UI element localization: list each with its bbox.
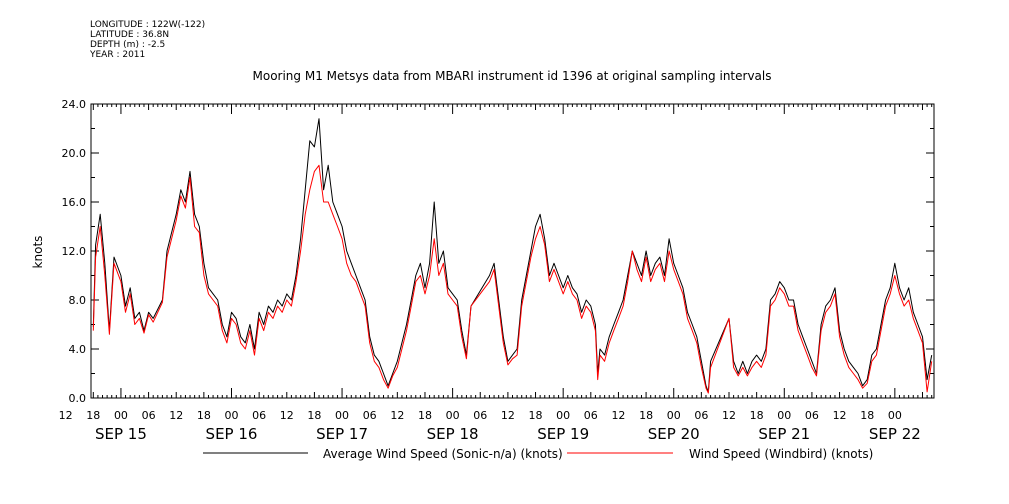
- y-tick-label: 12.0: [62, 245, 87, 258]
- x-hour-label: 12: [390, 409, 404, 422]
- x-hour-label: 06: [694, 409, 708, 422]
- x-day-label: SEP 16: [206, 425, 258, 443]
- y-tick-label: 4.0: [69, 343, 87, 356]
- x-hour-label: 00: [777, 409, 791, 422]
- x-hour-label: 12: [611, 409, 625, 422]
- x-hour-label: 12: [280, 409, 294, 422]
- x-hour-label: 18: [529, 409, 543, 422]
- depth-label: DEPTH (m) : -2.5: [90, 40, 166, 50]
- chart-title: Mooring M1 Metsys data from MBARI instru…: [253, 69, 772, 83]
- x-hour-labels: 12 18 00 06 12 18 00 06 12 18 00 06 12 18 00 06 12 18 00 06…: [59, 409, 902, 422]
- x-day-label: SEP 20: [648, 425, 700, 443]
- plot-frame: [90, 103, 935, 399]
- longitude-label: LONGITUDE : 122W(-122): [90, 20, 206, 30]
- axis-ticks: [91, 103, 934, 399]
- x-hour-label: 00: [667, 409, 681, 422]
- x-hour-label: 18: [418, 409, 432, 422]
- y-axis-label: knots: [31, 236, 45, 269]
- legend-label-sonic: Average Wind Speed (Sonic-n/a) (knots): [323, 447, 563, 461]
- legend: Average Wind Speed (Sonic-n/a) (knots) W…: [203, 447, 873, 461]
- year-label: YEAR : 2011: [90, 50, 146, 60]
- x-hour-label: 06: [142, 409, 156, 422]
- x-hour-label: 06: [473, 409, 487, 422]
- x-day-label: SEP 17: [316, 425, 368, 443]
- x-day-label: SEP 19: [537, 425, 589, 443]
- x-hour-label: 06: [363, 409, 377, 422]
- latitude-label: LATITUDE : 36.8N: [90, 30, 170, 40]
- metadata-block: LONGITUDE : 122W(-122) LATITUDE : 36.8N …: [90, 20, 205, 60]
- series-lines: [92, 118, 933, 394]
- series-line-sonic: [92, 118, 933, 393]
- series-line-windbird: [92, 164, 933, 394]
- x-day-label: SEP 22: [869, 425, 921, 443]
- x-hour-label: 00: [446, 409, 460, 422]
- x-hour-label: 00: [335, 409, 349, 422]
- x-day-label: SEP 15: [95, 425, 147, 443]
- legend-label-windbird: Wind Speed (Windbird) (knots): [689, 447, 873, 461]
- x-hour-label: 18: [750, 409, 764, 422]
- x-day-labels: SEP 15 SEP 16 SEP 17 SEP 18 SEP 19 SEP 20 SEP …: [95, 425, 921, 443]
- y-tick-label: 20.0: [62, 147, 87, 160]
- x-hour-label: 06: [252, 409, 266, 422]
- y-tick-label: 0.0: [69, 392, 87, 405]
- x-hour-label: 00: [888, 409, 902, 422]
- x-hour-label: 18: [639, 409, 653, 422]
- y-tick-label: 16.0: [62, 196, 87, 209]
- x-hour-label: 00: [114, 409, 128, 422]
- x-hour-label: 12: [169, 409, 183, 422]
- x-hour-label: 12: [722, 409, 736, 422]
- x-day-label: SEP 21: [758, 425, 810, 443]
- y-tick-label: 8.0: [69, 294, 87, 307]
- x-hour-label: 12: [59, 409, 73, 422]
- x-hour-label: 00: [556, 409, 570, 422]
- x-hour-label: 06: [584, 409, 598, 422]
- y-tick-labels: 0.0 4.0 8.0 12.0 16.0 20.0 24.0: [62, 98, 87, 405]
- x-hour-label: 18: [197, 409, 211, 422]
- x-day-label: SEP 18: [427, 425, 479, 443]
- x-hour-label: 12: [833, 409, 847, 422]
- x-hour-label: 18: [860, 409, 874, 422]
- x-hour-label: 06: [805, 409, 819, 422]
- x-hour-label: 18: [307, 409, 321, 422]
- x-hour-label: 18: [86, 409, 100, 422]
- x-hour-label: 00: [225, 409, 239, 422]
- x-hour-label: 12: [501, 409, 515, 422]
- y-tick-label: 24.0: [62, 98, 87, 111]
